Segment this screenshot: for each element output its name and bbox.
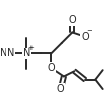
Text: N: N <box>23 48 30 58</box>
Text: −: − <box>86 28 92 34</box>
Text: O: O <box>57 84 65 94</box>
Text: +: + <box>28 45 34 51</box>
Text: +: + <box>28 45 33 51</box>
Text: O: O <box>48 63 55 73</box>
Text: O: O <box>69 15 76 25</box>
Text: N: N <box>0 48 8 58</box>
Text: O: O <box>81 32 89 42</box>
Text: N: N <box>7 48 14 58</box>
Text: N: N <box>23 48 30 58</box>
